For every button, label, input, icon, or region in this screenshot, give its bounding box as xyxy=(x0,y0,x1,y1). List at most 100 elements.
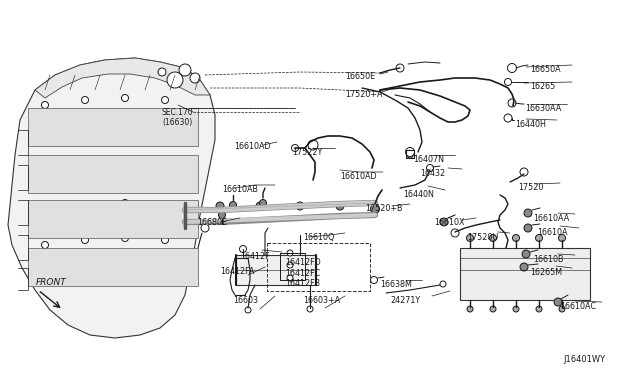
Circle shape xyxy=(42,171,49,179)
Bar xyxy=(28,200,198,238)
Circle shape xyxy=(508,99,516,107)
Circle shape xyxy=(81,202,88,208)
Circle shape xyxy=(245,307,251,313)
Circle shape xyxy=(161,96,168,103)
Text: 16610AA: 16610AA xyxy=(533,214,569,223)
Circle shape xyxy=(307,306,313,312)
Circle shape xyxy=(520,168,528,176)
Text: 16412FC: 16412FC xyxy=(285,269,320,278)
Text: 16412F: 16412F xyxy=(240,252,269,261)
Circle shape xyxy=(371,205,380,214)
Text: 16412FB: 16412FB xyxy=(285,279,320,288)
Text: 16638M: 16638M xyxy=(380,280,412,289)
Circle shape xyxy=(554,298,562,306)
Circle shape xyxy=(426,164,433,171)
Bar xyxy=(28,108,198,146)
Circle shape xyxy=(122,94,129,102)
Bar xyxy=(460,248,590,300)
Text: 16265M: 16265M xyxy=(530,268,562,277)
Text: J16401WY: J16401WY xyxy=(563,355,605,364)
Bar xyxy=(28,155,198,193)
Text: 16610AC: 16610AC xyxy=(560,302,596,311)
Text: 16603+A: 16603+A xyxy=(303,296,340,305)
Circle shape xyxy=(490,306,496,312)
Text: 16412FA: 16412FA xyxy=(220,267,254,276)
Text: 17522Y: 17522Y xyxy=(292,148,323,157)
Circle shape xyxy=(407,152,413,158)
Text: 17520+A: 17520+A xyxy=(345,90,383,99)
Circle shape xyxy=(122,129,129,137)
Circle shape xyxy=(536,234,543,241)
Circle shape xyxy=(122,164,129,171)
Circle shape xyxy=(81,167,88,173)
Text: 16610AD: 16610AD xyxy=(340,172,376,181)
Circle shape xyxy=(81,237,88,244)
Circle shape xyxy=(161,237,168,244)
Text: (16630): (16630) xyxy=(162,118,192,127)
Text: 16265: 16265 xyxy=(530,82,556,91)
Text: 16603: 16603 xyxy=(233,296,258,305)
Circle shape xyxy=(371,276,378,283)
Circle shape xyxy=(216,202,224,210)
Circle shape xyxy=(504,78,511,86)
Text: 16412FD: 16412FD xyxy=(285,258,321,267)
Circle shape xyxy=(287,262,293,268)
Text: 16610A: 16610A xyxy=(537,228,568,237)
Circle shape xyxy=(440,218,448,226)
Circle shape xyxy=(122,267,129,275)
Circle shape xyxy=(513,234,520,241)
Circle shape xyxy=(239,246,246,253)
Polygon shape xyxy=(8,58,215,338)
Circle shape xyxy=(559,306,565,312)
Text: 16610AD: 16610AD xyxy=(234,142,271,151)
Circle shape xyxy=(520,263,528,271)
Polygon shape xyxy=(35,58,210,98)
Circle shape xyxy=(467,306,473,312)
Bar xyxy=(28,248,198,286)
Circle shape xyxy=(122,199,129,206)
Circle shape xyxy=(42,275,49,282)
Text: 16650A: 16650A xyxy=(530,65,561,74)
Text: 16610B: 16610B xyxy=(533,255,563,264)
Circle shape xyxy=(218,212,225,218)
Circle shape xyxy=(158,68,166,76)
Circle shape xyxy=(161,167,168,173)
Circle shape xyxy=(524,224,532,232)
Circle shape xyxy=(81,131,88,138)
Text: 16432: 16432 xyxy=(420,169,445,178)
Circle shape xyxy=(396,64,404,72)
Circle shape xyxy=(296,202,304,210)
Text: 16407N: 16407N xyxy=(413,155,444,164)
Text: 17520: 17520 xyxy=(518,183,543,192)
Circle shape xyxy=(81,96,88,103)
Circle shape xyxy=(42,206,49,214)
Circle shape xyxy=(42,137,49,144)
Circle shape xyxy=(508,64,516,73)
Text: SEC.170: SEC.170 xyxy=(162,108,194,117)
Circle shape xyxy=(559,234,566,241)
Circle shape xyxy=(81,269,88,276)
Text: 16610AB: 16610AB xyxy=(222,185,258,194)
Bar xyxy=(267,243,370,291)
Circle shape xyxy=(201,224,209,232)
Circle shape xyxy=(406,148,415,157)
Circle shape xyxy=(42,241,49,248)
Circle shape xyxy=(259,199,266,206)
Circle shape xyxy=(336,202,344,210)
Circle shape xyxy=(42,102,49,109)
Circle shape xyxy=(122,234,129,241)
Text: 16610X: 16610X xyxy=(434,218,465,227)
Text: 17520U: 17520U xyxy=(467,233,499,242)
Circle shape xyxy=(230,202,237,208)
Bar xyxy=(236,255,316,285)
Circle shape xyxy=(513,306,519,312)
Text: 16680E: 16680E xyxy=(197,218,227,227)
Circle shape xyxy=(287,250,293,256)
Circle shape xyxy=(536,306,542,312)
Circle shape xyxy=(308,140,318,150)
Circle shape xyxy=(161,202,168,208)
Circle shape xyxy=(440,281,446,287)
Circle shape xyxy=(451,229,459,237)
Circle shape xyxy=(490,234,497,241)
Text: 16610Q: 16610Q xyxy=(303,233,334,242)
